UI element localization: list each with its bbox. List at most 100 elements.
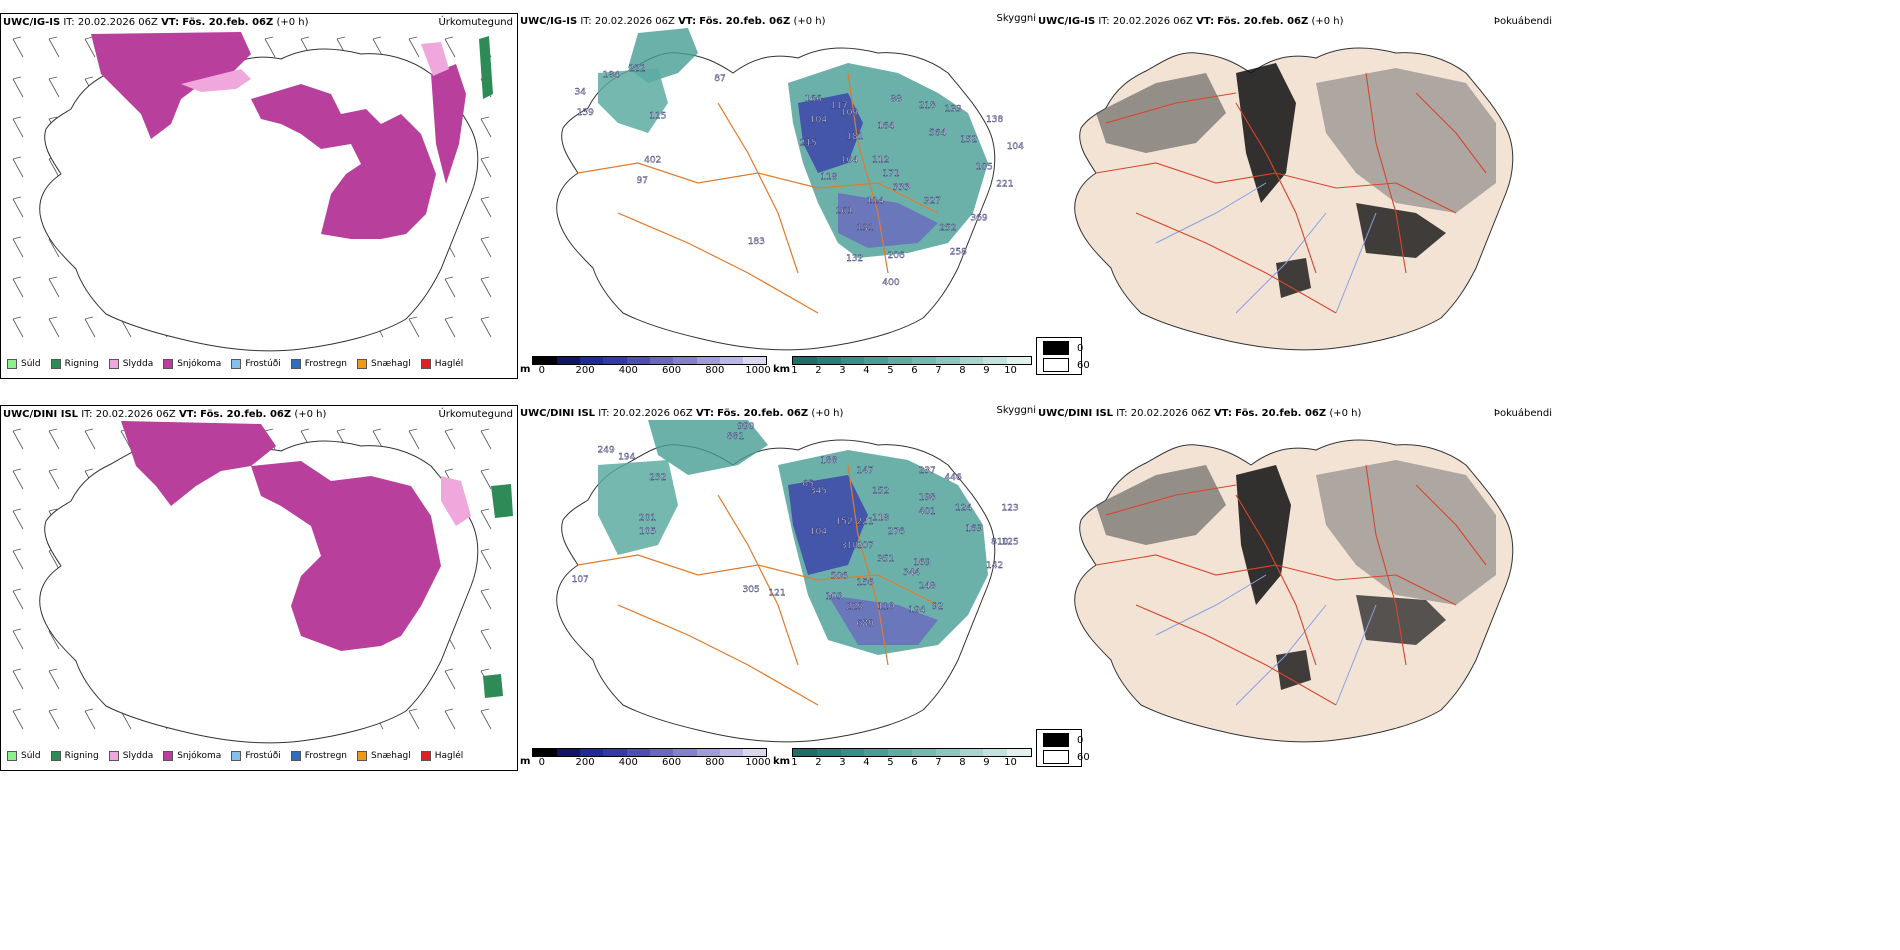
cloud-base-label: 194 — [618, 452, 635, 462]
cloud-base-label: 139 — [577, 108, 594, 118]
colorbar-segment — [580, 357, 604, 364]
legend-label: Rigning — [64, 359, 99, 369]
cloud-base-label: 87 — [714, 74, 725, 84]
wind-barb — [12, 236, 24, 258]
fog-shade-e — [1356, 203, 1446, 258]
cloud-base-label: 156 — [857, 578, 874, 588]
colorbar-segment — [816, 357, 841, 364]
legend-item: Frostúði — [231, 359, 281, 369]
roads — [1095, 464, 1487, 706]
cloud-base-label: 169 — [965, 524, 982, 534]
legend-swatch — [290, 751, 301, 761]
colorbar-tick: 600 — [661, 365, 682, 376]
legend-item: Haglél — [420, 359, 463, 369]
wind-barb — [12, 668, 24, 690]
colorbar-segment — [816, 749, 841, 756]
cloud-base-label: 198 — [919, 493, 936, 503]
wind-barb — [84, 316, 96, 338]
colorbar-segment — [959, 749, 984, 756]
cloud-base-label: 105 — [976, 162, 993, 172]
colorbar-tick: 8 — [959, 365, 966, 376]
colorbar-segment — [912, 749, 936, 756]
cloud-base-label: 207 — [857, 541, 874, 551]
header-fog-2: UWC/DINI ISL IT: 20.02.2026 06Z VT: Fös.… — [1038, 408, 1362, 419]
colorbar-segment — [533, 749, 557, 756]
colorbar-tick: 5 — [887, 365, 894, 376]
cloud-base-label: 148 — [919, 582, 936, 592]
fog-legend-row: 60 — [1043, 750, 1090, 764]
wind-barb — [12, 116, 24, 138]
cloud-base-label: 881 — [727, 432, 744, 442]
legend-label: Frostúði — [245, 751, 281, 761]
cloud-base-label: 109 — [841, 108, 858, 118]
cloud-base-label: 446 — [945, 473, 962, 483]
colorbar-tick: 7 — [935, 365, 942, 376]
colorbar-segment — [696, 357, 720, 364]
cloud-base-label: 222 — [629, 64, 646, 74]
colorbar-segment — [864, 357, 889, 364]
colorbar-segment — [649, 749, 674, 756]
colorbar-segment — [793, 749, 817, 756]
snow-area-ne — [251, 461, 441, 651]
colorbar-segment — [743, 357, 767, 364]
wind-barb — [480, 468, 492, 490]
colorbar-segment — [603, 749, 627, 756]
wind-barb — [48, 76, 60, 98]
legend-item: Frostregn — [290, 751, 347, 761]
header-cloud-2: UWC/DINI ISL IT: 20.02.2026 06Z VT: Fös.… — [520, 408, 844, 419]
ceiling-area-se — [828, 595, 938, 645]
fog-swatch — [1043, 733, 1069, 747]
fog-shade-s — [1276, 650, 1311, 690]
rain-area-coast — [479, 36, 493, 99]
wind-barb — [12, 708, 24, 730]
wind-barb — [48, 276, 60, 298]
wind-barb — [480, 236, 492, 258]
cloud-base-label: 132 — [846, 254, 863, 264]
cloud-base-label: 104 — [810, 527, 827, 537]
colorbar-segment — [743, 749, 767, 756]
sleet-area-e — [421, 42, 449, 76]
snow-area-ne — [251, 84, 436, 239]
wind-barb — [48, 708, 60, 730]
cloud-base-label: 118 — [872, 514, 889, 524]
colorbar-tick: 1 — [791, 757, 798, 768]
cloud-base-label: 65 — [802, 480, 813, 490]
precip-type-panel-1: UWC/IG-IS IT: 20.02.2026 06Z VT: Fös. 20… — [0, 13, 518, 379]
cloud-base-label: 125 — [1002, 537, 1019, 547]
cloud-base-label: 152 — [960, 135, 977, 145]
cloud-base-label: 105 — [639, 527, 656, 537]
legend-label: Slydda — [122, 751, 154, 761]
cloud-base-label: 249 — [598, 446, 615, 456]
wind-barb — [480, 196, 492, 218]
wind-barb — [12, 156, 24, 178]
legend-swatch — [163, 359, 174, 369]
wind-barb — [12, 316, 24, 338]
cloud-base-label: 152 — [836, 517, 853, 527]
colorbar-segment — [888, 357, 913, 364]
legend-label: Haglél — [434, 751, 464, 761]
wind-barb — [408, 36, 420, 58]
wind-barb — [444, 36, 456, 58]
wind-barb — [12, 36, 24, 58]
legend-label: Snæhagl — [371, 359, 411, 369]
header-fog-1: UWC/IG-IS IT: 20.02.2026 06Z VT: Fös. 20… — [1038, 16, 1344, 27]
legend-label: Frostregn — [304, 359, 348, 369]
cloud-base-label: 310 — [841, 541, 858, 551]
colorbar-segment — [793, 357, 817, 364]
sleet-area-e — [441, 476, 471, 526]
colorbar-tick: 3 — [839, 757, 846, 768]
ceiling-area-ne — [798, 93, 863, 173]
cloud-labels: 184 222 87 34 139 115 402 97 166 117 104 109 88 218 13… — [574, 64, 1024, 289]
fog-label: 0 — [1077, 342, 1084, 354]
legend-swatch — [290, 359, 301, 369]
wind-barb — [480, 548, 492, 570]
rivers — [1155, 182, 1377, 314]
header-cloud-1: UWC/IG-IS IT: 20.02.2026 06Z VT: Fös. 20… — [520, 16, 826, 27]
legend-swatch — [108, 359, 119, 369]
cloud-base-label: 142 — [986, 561, 1003, 571]
legend-item: Rigning — [50, 359, 99, 369]
cloud-base-label: 333 — [893, 183, 910, 193]
cloud-base-label: 237 — [919, 466, 936, 476]
legend-item: Haglél — [420, 751, 464, 761]
